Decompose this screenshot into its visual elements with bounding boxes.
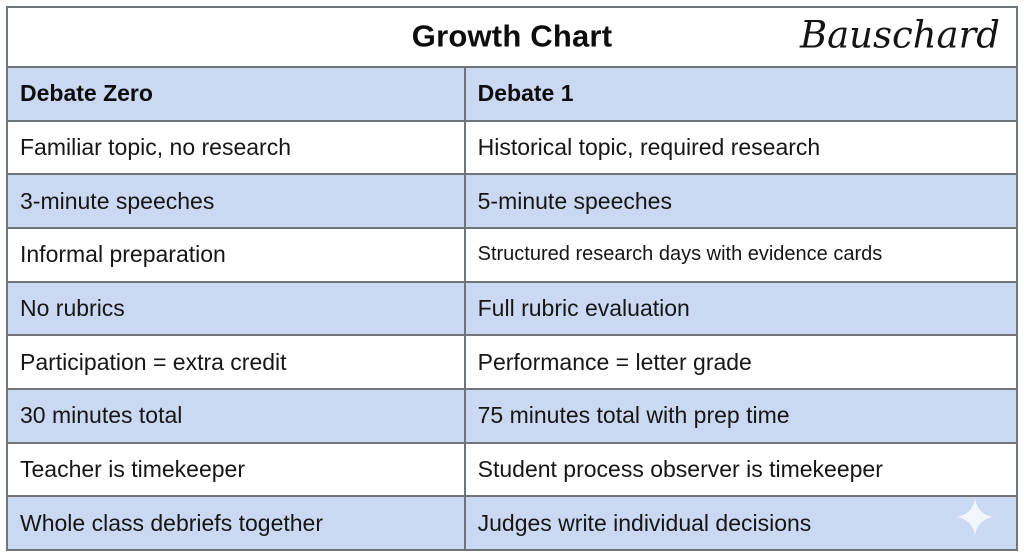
table-cell: Full rubric evaluation — [477, 295, 690, 322]
table-cell: Student process observer is timekeeper — [477, 456, 883, 483]
table-cell: Whole class debriefs together — [8, 497, 466, 550]
page-title: Growth Chart — [411, 18, 613, 54]
table-cell: 30 minutes total — [8, 390, 466, 442]
table-cell: 75 minutes total with prep time — [477, 402, 790, 429]
table-row: 30 minutes total 75 minutes total with p… — [8, 388, 1016, 442]
table-row: Familiar topic, no research Historical t… — [8, 119, 1016, 174]
column-header-debate-zero: Debate Zero — [8, 68, 466, 120]
table-cell: Participation = extra credit — [8, 336, 466, 389]
column-header-debate-1: Debate 1 — [477, 80, 574, 107]
table-header-row: Debate Zero Debate 1 — [8, 66, 1016, 120]
table-row: Teacher is timekeeper Student process ob… — [8, 441, 1016, 496]
table-cell: 3-minute speeches — [8, 175, 466, 228]
table-cell: Teacher is timekeeper — [8, 443, 466, 496]
title-band: Growth Chart Bauschard — [8, 8, 1016, 66]
table-cell: Performance = letter grade — [477, 348, 752, 375]
table-row: 3-minute speeches 5-minute speeches — [8, 173, 1016, 228]
table-cell: Structured research days with evidence c… — [477, 243, 883, 266]
table-row: No rubrics Full rubric evaluation — [8, 280, 1016, 335]
table-cell: Informal preparation — [8, 229, 466, 281]
table-cell: 5-minute speeches — [477, 187, 672, 214]
table-row: Informal preparation Structured research… — [8, 227, 1016, 281]
table-row: Whole class debriefs together Judges wri… — [8, 495, 1016, 550]
comparison-table: Debate Zero Debate 1 Familiar topic, no … — [8, 66, 1016, 550]
table-cell: Historical topic, required research — [477, 134, 821, 160]
table-cell: Familiar topic, no research — [8, 121, 466, 174]
growth-chart-frame: Growth Chart Bauschard Debate Zero Debat… — [6, 6, 1018, 551]
brand-signature: Bauschard — [799, 13, 1000, 57]
table-cell: Judges write individual decisions — [477, 509, 812, 536]
table-cell: No rubrics — [8, 282, 466, 335]
table-row: Participation = extra credit Performance… — [8, 334, 1016, 389]
